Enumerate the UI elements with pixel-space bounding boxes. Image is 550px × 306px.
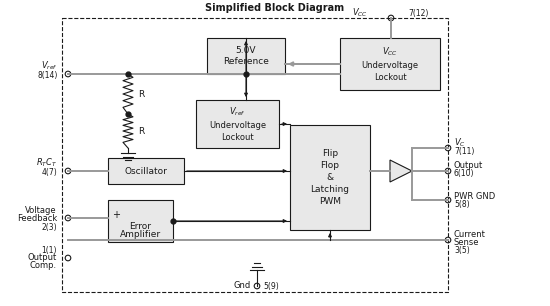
Text: $R_TC_T$: $R_TC_T$ — [36, 157, 57, 169]
Text: Flip
Flop
&
Latching
PWM: Flip Flop & Latching PWM — [311, 149, 349, 206]
Text: $V_{ref}$
Undervoltage
Lockout: $V_{ref}$ Undervoltage Lockout — [209, 106, 266, 142]
Bar — [108, 158, 184, 184]
Bar — [340, 38, 440, 90]
Text: Current: Current — [454, 230, 486, 238]
Text: Sense: Sense — [454, 237, 480, 247]
Text: +: + — [112, 210, 120, 220]
Text: $V_{CC}$
Undervoltage
Lockout: $V_{CC}$ Undervoltage Lockout — [361, 46, 419, 82]
Text: Feedback: Feedback — [16, 214, 57, 222]
Text: 2(3): 2(3) — [41, 222, 57, 232]
Bar — [108, 200, 173, 242]
Text: 6(10): 6(10) — [454, 169, 475, 177]
Text: Oscillator: Oscillator — [124, 166, 167, 176]
Bar — [290, 125, 370, 230]
Text: Voltage: Voltage — [25, 206, 57, 215]
Text: Gnd: Gnd — [234, 282, 251, 290]
Text: PWR GND: PWR GND — [454, 192, 495, 200]
Text: Error: Error — [129, 222, 151, 230]
Bar — [207, 38, 285, 74]
Text: 5.0V
Reference: 5.0V Reference — [223, 46, 269, 66]
Text: 3(5): 3(5) — [454, 245, 470, 255]
Text: Comp.: Comp. — [30, 262, 57, 271]
Text: Output: Output — [28, 253, 57, 263]
Text: R: R — [138, 126, 144, 136]
Text: 7(12): 7(12) — [408, 9, 428, 17]
Text: 1(1): 1(1) — [41, 245, 57, 255]
Text: 5(9): 5(9) — [263, 282, 279, 290]
Bar — [62, 18, 448, 292]
Text: R: R — [138, 89, 144, 99]
Text: $V_C$: $V_C$ — [454, 137, 466, 149]
Text: Output: Output — [454, 161, 483, 170]
Text: 5(8): 5(8) — [454, 200, 470, 208]
Polygon shape — [390, 160, 412, 182]
Text: 8(14): 8(14) — [37, 70, 58, 80]
Bar — [196, 100, 279, 148]
Text: Simplified Block Diagram: Simplified Block Diagram — [206, 3, 344, 13]
Text: 7(11): 7(11) — [454, 147, 474, 155]
Text: Amplifier: Amplifier — [120, 230, 161, 238]
Text: 4(7): 4(7) — [41, 167, 57, 177]
Text: $V_{ref}$: $V_{ref}$ — [41, 60, 58, 72]
Text: $V_{CC}$: $V_{CC}$ — [352, 7, 368, 19]
